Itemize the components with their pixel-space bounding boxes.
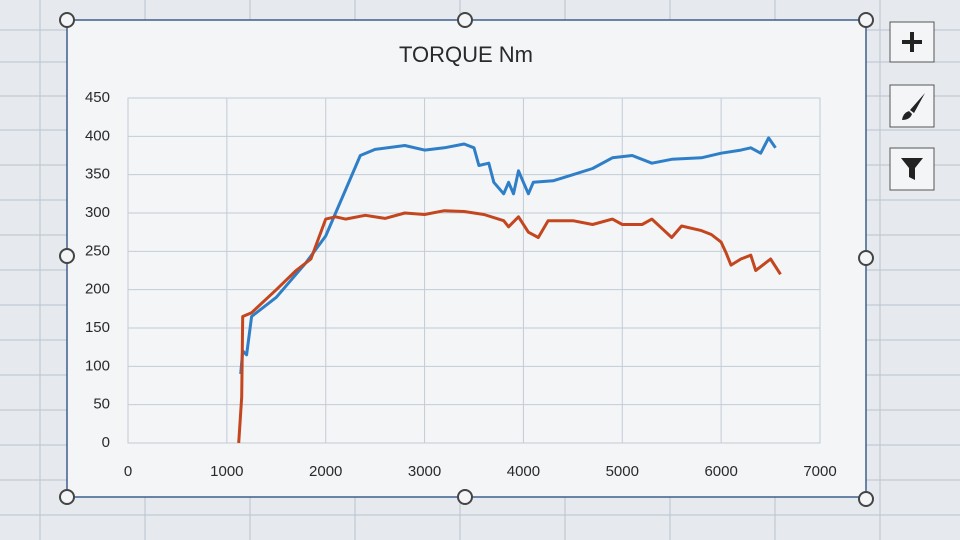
y-tick-label: 50 [93,396,110,413]
y-tick-label: 150 [85,319,110,336]
filter-icon [901,158,923,180]
y-tick-label: 250 [85,242,110,259]
handle[interactable] [59,489,75,505]
y-tick-label: 400 [85,127,110,144]
resize-handles [59,12,874,507]
x-tick-label: 1000 [210,463,243,480]
chart-frame[interactable] [66,19,867,498]
chart-buttons [889,21,935,191]
x-tick-label: 5000 [606,463,639,480]
y-tick-label: 350 [85,166,110,183]
handle[interactable] [858,250,874,266]
x-tick-label: 6000 [704,463,737,480]
x-tick-label: 7000 [803,463,836,480]
x-tick-label: 0 [124,463,132,480]
y-tick-label: 0 [102,434,110,451]
series-line [239,136,777,375]
y-tick-label: 450 [85,89,110,106]
handle[interactable] [858,491,874,507]
handle[interactable] [457,489,473,505]
y-tick-label: 300 [85,204,110,221]
handle[interactable] [59,12,75,28]
x-tick-label: 2000 [309,463,342,480]
series-line [237,209,782,444]
y-tick-label: 200 [85,281,110,298]
handle[interactable] [457,12,473,28]
plus-icon [902,32,922,52]
y-tick-label: 100 [85,357,110,374]
x-tick-label: 4000 [507,463,540,480]
style-button[interactable] [889,84,935,128]
handle[interactable] [858,12,874,28]
handle[interactable] [59,248,75,264]
x-tick-label: 3000 [408,463,441,480]
chart-title: TORQUE Nm [399,42,533,67]
brush-icon [902,93,925,120]
